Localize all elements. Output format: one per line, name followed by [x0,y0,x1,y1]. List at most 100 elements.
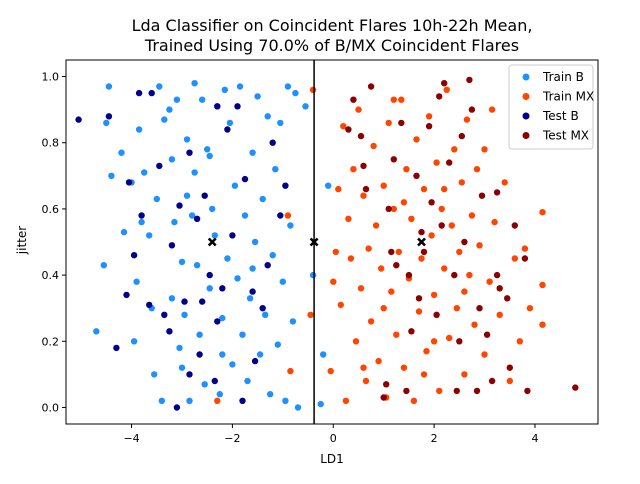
x-tick-label: 4 [531,432,538,445]
y-tick-label: 1.0 [42,71,60,84]
data-point [428,199,435,206]
data-point [284,212,292,219]
data-point [408,328,415,335]
data-point [201,192,208,199]
data-point [193,262,201,269]
data-point [229,232,236,239]
data-point [146,232,153,239]
data-point [350,96,357,103]
data-point [456,248,463,256]
data-point [277,119,284,127]
data-point [360,364,367,371]
data-point [511,255,518,262]
data-point [234,275,241,282]
data-point [166,328,173,335]
data-point [403,166,410,173]
data-point [488,106,496,113]
data-point [294,404,302,411]
data-point [461,288,468,295]
data-point [380,182,387,189]
data-point [433,311,440,318]
data-point [269,139,276,146]
legend-label: Test B [542,109,579,123]
data-point [302,103,309,110]
data-point [378,265,385,272]
data-point [418,255,425,262]
data-point [360,192,367,199]
data-point [113,344,120,352]
data-point [524,387,531,395]
legend: Train B Train MX Test B Test MX [508,64,594,150]
data-point [332,248,339,256]
data-point [224,126,231,133]
data-point [146,301,153,309]
data-point [471,321,478,328]
data-point [468,212,476,219]
data-point [511,222,518,229]
x-tick-label: −4 [123,432,139,445]
data-point [274,341,281,348]
data-point [204,146,211,153]
data-point [191,169,198,176]
data-point [430,338,438,345]
y-tick-label: 0.6 [42,203,60,216]
data-point [400,364,408,371]
data-point [161,311,168,318]
data-point [476,305,483,312]
data-point [105,83,113,90]
data-point [141,169,148,176]
legend-marker [522,93,530,100]
data-point [493,189,501,196]
data-point [405,271,413,279]
data-point [196,331,203,338]
legend-marker [522,132,530,139]
data-point [193,215,201,222]
legend-label: Train MX [542,90,594,104]
data-point [153,195,160,203]
data-point [539,209,546,216]
data-point [256,351,264,358]
data-point [357,285,365,292]
data-point [352,338,360,345]
data-point [393,262,400,269]
data-point [105,113,113,120]
data-point [183,136,191,143]
data-point [309,271,317,279]
x-tick-label: 2 [431,432,438,445]
data-point [461,238,468,246]
data-point [327,367,334,375]
data-point [282,182,289,189]
data-point [408,215,415,222]
centroid-marker [207,237,217,247]
data-point [483,331,491,338]
data-point [425,113,433,120]
data-point [436,387,443,395]
centroid-marker [309,237,319,247]
legend-box [508,64,594,150]
data-point [289,318,297,325]
legend-label: Train B [542,70,584,84]
data-point [219,351,226,358]
data-point [309,86,317,94]
y-tick-label: 0.0 [42,401,60,414]
data-point [272,166,279,173]
data-point [269,252,276,259]
series-test-b [75,89,289,411]
data-point [410,397,418,404]
data-point [433,159,440,166]
data-point [148,89,155,97]
data-point [393,331,400,338]
data-point [130,338,138,345]
data-point [438,222,445,229]
data-point [224,255,231,262]
data-point [453,305,460,312]
data-point [251,238,259,246]
data-point [125,179,133,186]
series-test-mx [345,76,579,401]
data-point [246,295,254,302]
data-point [438,205,445,213]
chart-title: Lda Classifier on Coincident Flares 10h-… [132,16,533,35]
legend-marker [522,73,530,81]
data-point [330,278,337,285]
data-point [335,185,342,193]
